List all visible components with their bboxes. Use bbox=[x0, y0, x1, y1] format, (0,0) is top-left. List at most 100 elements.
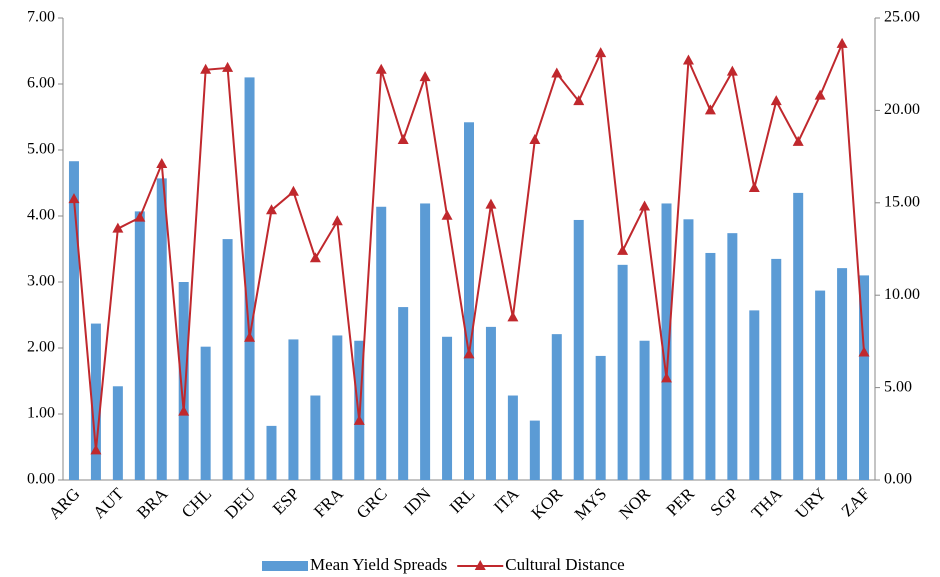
marker bbox=[682, 54, 694, 65]
marker bbox=[858, 346, 870, 357]
marker bbox=[507, 311, 519, 322]
marker bbox=[287, 185, 299, 196]
marker bbox=[529, 133, 541, 144]
marker bbox=[419, 71, 431, 82]
x-tick-label: SGP bbox=[706, 484, 741, 519]
bar bbox=[222, 239, 233, 480]
bar bbox=[485, 326, 496, 480]
bar bbox=[266, 425, 277, 480]
marker bbox=[156, 157, 168, 168]
legend-label: Cultural Distance bbox=[505, 555, 624, 574]
x-tick-label: KOR bbox=[528, 484, 567, 523]
bar bbox=[398, 307, 409, 480]
marker bbox=[68, 193, 80, 204]
marker bbox=[726, 65, 738, 76]
y2-tick-label: 0.00 bbox=[884, 471, 912, 488]
bar bbox=[815, 290, 826, 480]
bar bbox=[639, 340, 650, 480]
marker bbox=[639, 200, 651, 211]
bar bbox=[420, 203, 431, 480]
x-tick-label: ZAF bbox=[837, 484, 873, 520]
x-tick-label: NOR bbox=[615, 484, 654, 523]
bar bbox=[859, 275, 870, 480]
x-tick-label: IRL bbox=[446, 484, 479, 517]
legend-label: Mean Yield Spreads bbox=[310, 555, 447, 574]
marker bbox=[90, 444, 102, 455]
marker bbox=[178, 405, 190, 416]
x-tick-label: DEU bbox=[221, 484, 259, 522]
y-tick-label: 7.00 bbox=[27, 9, 55, 26]
marker bbox=[397, 133, 409, 144]
marker bbox=[353, 414, 365, 425]
marker bbox=[134, 211, 146, 222]
legend-marker bbox=[474, 560, 486, 570]
x-tick-label: FRA bbox=[310, 484, 347, 521]
legend-swatch bbox=[262, 561, 308, 571]
bar bbox=[376, 206, 387, 480]
x-tick-label: ARG bbox=[45, 484, 84, 523]
bar bbox=[68, 161, 79, 480]
bar bbox=[464, 122, 474, 480]
marker bbox=[595, 47, 607, 58]
x-tick-label: IDN bbox=[400, 484, 435, 519]
bar bbox=[200, 346, 211, 480]
marker bbox=[617, 244, 629, 255]
marker bbox=[112, 222, 124, 233]
y-tick-label: 4.00 bbox=[27, 207, 55, 224]
marker bbox=[814, 89, 826, 100]
bar bbox=[507, 395, 518, 480]
bar bbox=[793, 192, 804, 480]
marker bbox=[331, 215, 343, 226]
y-tick-label: 5.00 bbox=[27, 141, 55, 158]
marker bbox=[200, 63, 212, 74]
x-tick-label: BRA bbox=[133, 484, 172, 523]
marker bbox=[836, 37, 848, 48]
x-tick-label: ITA bbox=[490, 484, 523, 517]
bar bbox=[727, 233, 738, 480]
x-tick-label: THA bbox=[748, 484, 787, 523]
x-tick-label: GRC bbox=[353, 484, 391, 522]
marker bbox=[704, 104, 716, 115]
bar bbox=[551, 334, 562, 480]
marker bbox=[244, 331, 256, 342]
x-tick-label: MYS bbox=[571, 484, 610, 523]
marker bbox=[441, 209, 453, 220]
bar bbox=[90, 323, 101, 480]
marker bbox=[792, 135, 804, 146]
y-tick-label: 1.00 bbox=[27, 405, 55, 422]
marker bbox=[375, 63, 387, 74]
marker bbox=[485, 198, 497, 209]
marker bbox=[551, 67, 563, 78]
bar bbox=[617, 264, 628, 480]
marker bbox=[770, 95, 782, 106]
bar bbox=[332, 335, 343, 480]
x-tick-label: PER bbox=[663, 484, 699, 520]
y2-tick-label: 5.00 bbox=[884, 378, 912, 395]
bar bbox=[310, 395, 321, 480]
x-tick-label: CHL bbox=[178, 484, 215, 521]
bar bbox=[529, 420, 540, 480]
y2-tick-label: 10.00 bbox=[884, 286, 920, 303]
marker bbox=[309, 252, 321, 263]
bar bbox=[288, 339, 299, 480]
bar bbox=[156, 178, 167, 480]
y2-tick-label: 25.00 bbox=[884, 9, 920, 26]
bar bbox=[683, 219, 694, 481]
y2-tick-label: 20.00 bbox=[884, 101, 920, 118]
x-tick-label: ESP bbox=[269, 484, 303, 518]
bar bbox=[134, 211, 145, 480]
bar bbox=[771, 258, 782, 480]
marker bbox=[222, 61, 234, 72]
bar bbox=[749, 310, 760, 480]
marker bbox=[661, 372, 673, 383]
x-tick-label: URY bbox=[792, 484, 830, 522]
bar bbox=[442, 336, 453, 480]
bar bbox=[573, 219, 584, 480]
y2-tick-label: 15.00 bbox=[884, 193, 920, 210]
y-tick-label: 0.00 bbox=[27, 471, 55, 488]
bar bbox=[178, 282, 189, 480]
y-tick-label: 6.00 bbox=[27, 75, 55, 92]
bar bbox=[112, 386, 123, 480]
bar bbox=[661, 203, 672, 480]
marker bbox=[573, 95, 585, 106]
